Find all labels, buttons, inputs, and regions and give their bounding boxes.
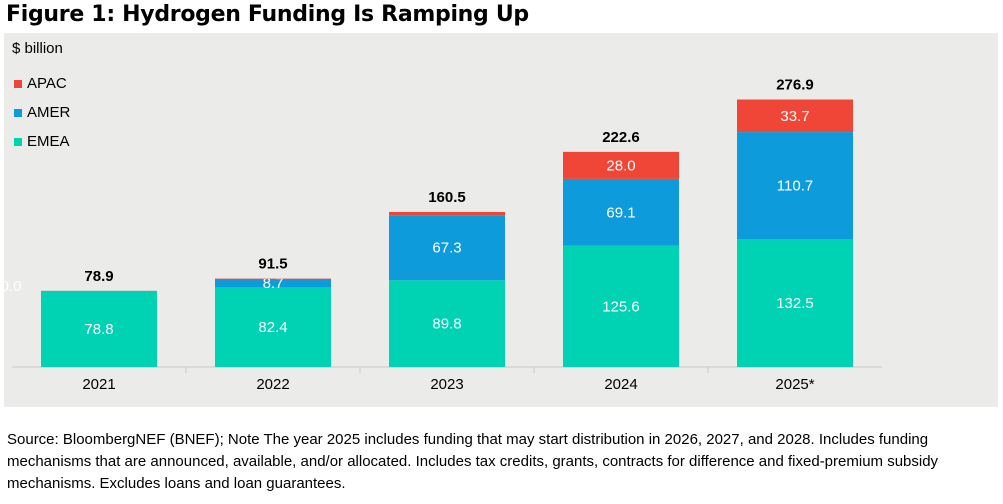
legend-item-amer: AMER — [14, 98, 70, 127]
bar-amer-4 — [737, 132, 853, 240]
legend: APAC AMER EMEA — [14, 69, 70, 156]
x-tick-label-3: 2024 — [604, 376, 637, 393]
total-label-1: 91.5 — [258, 256, 287, 273]
data-label-emea-0: 78.8 — [84, 321, 113, 338]
data-label-apac-3: 28.0 — [606, 157, 635, 174]
total-label-0: 78.9 — [84, 268, 113, 285]
bar-emea-4 — [737, 239, 853, 367]
bar-apac-2 — [389, 211, 505, 216]
total-label-4: 276.9 — [776, 77, 814, 94]
x-tick-label-4: 2025* — [775, 376, 814, 393]
legend-item-emea: EMEA — [14, 127, 70, 156]
legend-swatch-apac — [14, 79, 22, 88]
x-tick-label-2: 2023 — [430, 376, 463, 393]
unit-label: $ billion — [12, 40, 63, 57]
stacked-bar-chart: 78.8 0.0 78.9 2021 82.4 8.7 91.5 2022 89.8 67.3 16… — [4, 77, 882, 393]
bar-amer-1 — [215, 278, 331, 288]
legend-label-emea: EMEA — [27, 133, 70, 150]
data-label-apac-4: 33.7 — [780, 108, 809, 125]
data-label-amer-0: 0.0 — [4, 278, 21, 295]
bar-amer-3 — [563, 178, 679, 246]
chart-panel: 78.8 0.0 78.9 2021 82.4 8.7 91.5 2022 89.8 67.3 16… — [4, 33, 998, 407]
x-tick-label-0: 2021 — [82, 376, 115, 393]
data-label-amer-3: 69.1 — [606, 204, 635, 221]
bar-emea-1 — [215, 287, 331, 367]
data-label-emea-2: 89.8 — [432, 316, 461, 333]
legend-label-apac: APAC — [27, 75, 67, 92]
bar-apac-4 — [737, 99, 853, 133]
legend-swatch-emea — [14, 137, 22, 146]
legend-label-amer: AMER — [27, 104, 71, 121]
legend-item-apac: APAC — [14, 69, 70, 98]
bar-emea-2 — [389, 280, 505, 367]
data-label-emea-3: 125.6 — [602, 298, 640, 315]
figure-title: Figure 1: Hydrogen Funding Is Ramping Up — [6, 2, 529, 27]
data-label-amer-4: 110.7 — [777, 178, 813, 195]
source-note: Source: BloombergNEF (BNEF); Note The ye… — [7, 431, 939, 492]
x-tick-label-1: 2022 — [256, 376, 289, 393]
total-label-3: 222.6 — [602, 129, 640, 146]
data-label-amer-1: 8.7 — [263, 275, 284, 292]
total-label-2: 160.5 — [428, 189, 466, 206]
bar-emea-3 — [563, 245, 679, 367]
data-label-amer-2: 67.3 — [432, 240, 461, 257]
data-label-emea-1: 82.4 — [258, 319, 287, 336]
data-label-emea-4: 132.5 — [776, 295, 814, 312]
legend-swatch-amer — [14, 108, 22, 117]
bar-amer-2 — [389, 215, 505, 281]
bar-apac-3 — [563, 151, 679, 179]
bar-emea-0 — [41, 290, 157, 367]
